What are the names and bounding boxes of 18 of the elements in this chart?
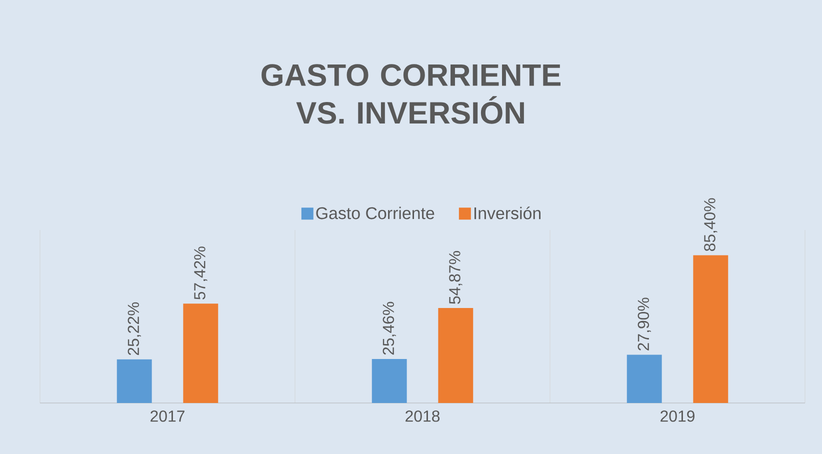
chart-title: GASTO CORRIENTE VS. INVERSIÓN — [262, 64, 561, 124]
data-label: 25,22% — [128, 302, 141, 356]
bar — [626, 354, 662, 403]
x-tick-label: 2017 — [150, 410, 184, 422]
bar — [372, 358, 407, 403]
data-label: 27,90% — [638, 298, 651, 350]
bar — [438, 308, 474, 403]
legend-label: Gasto Corriente — [316, 206, 434, 220]
x-tick-label: 2018 — [406, 410, 440, 422]
bar — [693, 255, 728, 403]
legend-label: Inversión — [474, 206, 541, 220]
data-label: 54,87% — [449, 251, 462, 304]
x-tick-label: 2019 — [660, 410, 694, 422]
data-label: 85,40% — [704, 198, 718, 252]
data-label: 25,46% — [382, 302, 396, 355]
bar — [116, 359, 152, 403]
bar — [183, 304, 218, 403]
data-label: 57,42% — [194, 246, 208, 300]
